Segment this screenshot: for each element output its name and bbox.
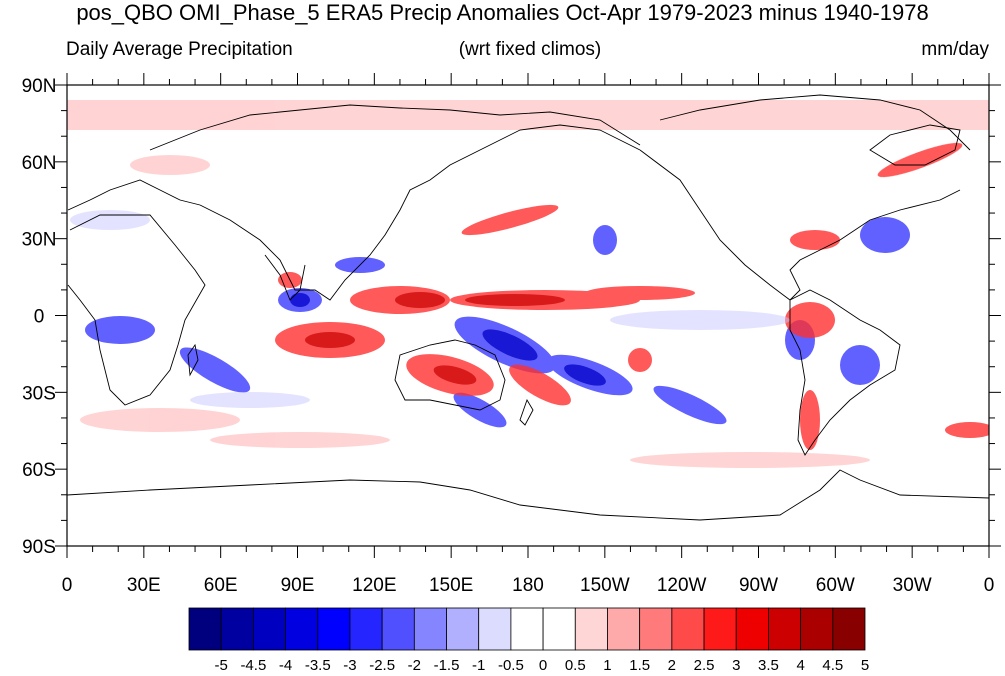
colorbar-label: 1.5	[629, 657, 650, 674]
colorbar-swatch	[286, 608, 318, 650]
colorbar-swatch	[221, 608, 253, 650]
lat-label: 0	[34, 307, 45, 328]
colorbar-label: 1	[603, 657, 611, 674]
colorbar-swatch	[833, 608, 865, 650]
colorbar-label: -3.5	[305, 657, 331, 674]
colorbar-label: 0	[539, 657, 547, 674]
colorbar-label: -5	[215, 657, 228, 674]
colorbar-swatch	[479, 608, 511, 650]
colorbar-label: 2.5	[694, 657, 715, 674]
colorbar-label: -3	[343, 657, 356, 674]
lon-label: 150E	[429, 575, 473, 596]
longitude-labels: 0 30E 60E 90E 120E 150E 180 150W 120W 90W 60W 30W 0	[62, 575, 995, 596]
colorbar-swatch	[414, 608, 446, 650]
colorbar-label: -0.5	[498, 657, 524, 674]
lon-label: 90E	[281, 575, 315, 596]
colorbar-label: 4	[796, 657, 804, 674]
colorbar-label: 3.5	[758, 657, 779, 674]
plot-area	[67, 85, 995, 546]
colorbar-swatch	[543, 608, 575, 650]
lat-label: 90N	[22, 76, 57, 97]
lon-label: 180	[512, 575, 544, 596]
colorbar-label: -1.5	[434, 657, 460, 674]
lat-label: 30S	[22, 383, 56, 404]
colorbar-swatch	[704, 608, 736, 650]
lon-label: 0	[62, 575, 73, 596]
colorbar-swatch	[447, 608, 479, 650]
lon-label: 60W	[816, 575, 855, 596]
colorbar-swatch	[382, 608, 414, 650]
colorbar-label: -1	[472, 657, 485, 674]
colorbar-swatch	[672, 608, 704, 650]
colorbar-label: 3	[732, 657, 740, 674]
map-figure: 90N 60N 30N 0 30S 60S 90S 0 30E 60E 90E 120E 150E 18…	[0, 0, 1005, 676]
colorbar-label: -4	[279, 657, 292, 674]
lat-label: 90S	[22, 537, 56, 558]
lon-label: 0	[984, 575, 995, 596]
lat-label: 30N	[22, 230, 57, 251]
colorbar-label: 4.5	[822, 657, 843, 674]
colorbar-swatch	[736, 608, 768, 650]
lat-label: 60S	[22, 460, 56, 481]
colorbar-swatch	[768, 608, 800, 650]
lon-label: 60E	[204, 575, 238, 596]
colorbar-label: 2	[668, 657, 676, 674]
lon-label: 120E	[352, 575, 396, 596]
colorbar-swatch	[253, 608, 285, 650]
latitude-labels: 90N 60N 30N 0 30S 60S 90S	[22, 76, 57, 558]
lat-label: 60N	[22, 153, 57, 174]
colorbar-swatch	[575, 608, 607, 650]
lon-label: 30W	[893, 575, 932, 596]
colorbar-swatch	[640, 608, 672, 650]
colorbar-label: -4.5	[240, 657, 266, 674]
colorbar-swatch	[189, 608, 221, 650]
lon-label: 120W	[657, 575, 707, 596]
colorbar-swatch	[607, 608, 639, 650]
colorbar-label: 0.5	[565, 657, 586, 674]
colorbar-swatch	[511, 608, 543, 650]
lon-label: 30E	[127, 575, 161, 596]
colorbar-swatch	[801, 608, 833, 650]
colorbar-label: -2	[408, 657, 421, 674]
lon-label: 150W	[580, 575, 630, 596]
colorbar-swatch	[350, 608, 382, 650]
colorbar-label: -2.5	[369, 657, 395, 674]
colorbar-label: 5	[861, 657, 869, 674]
colorbar-swatch	[318, 608, 350, 650]
lon-label: 90W	[739, 575, 778, 596]
colorbar: -5 -4.5 -4 -3.5 -3 -2.5 -2 -1.5 -1 -0.5 0 0.5 1 1.5 2 2…	[189, 608, 869, 674]
